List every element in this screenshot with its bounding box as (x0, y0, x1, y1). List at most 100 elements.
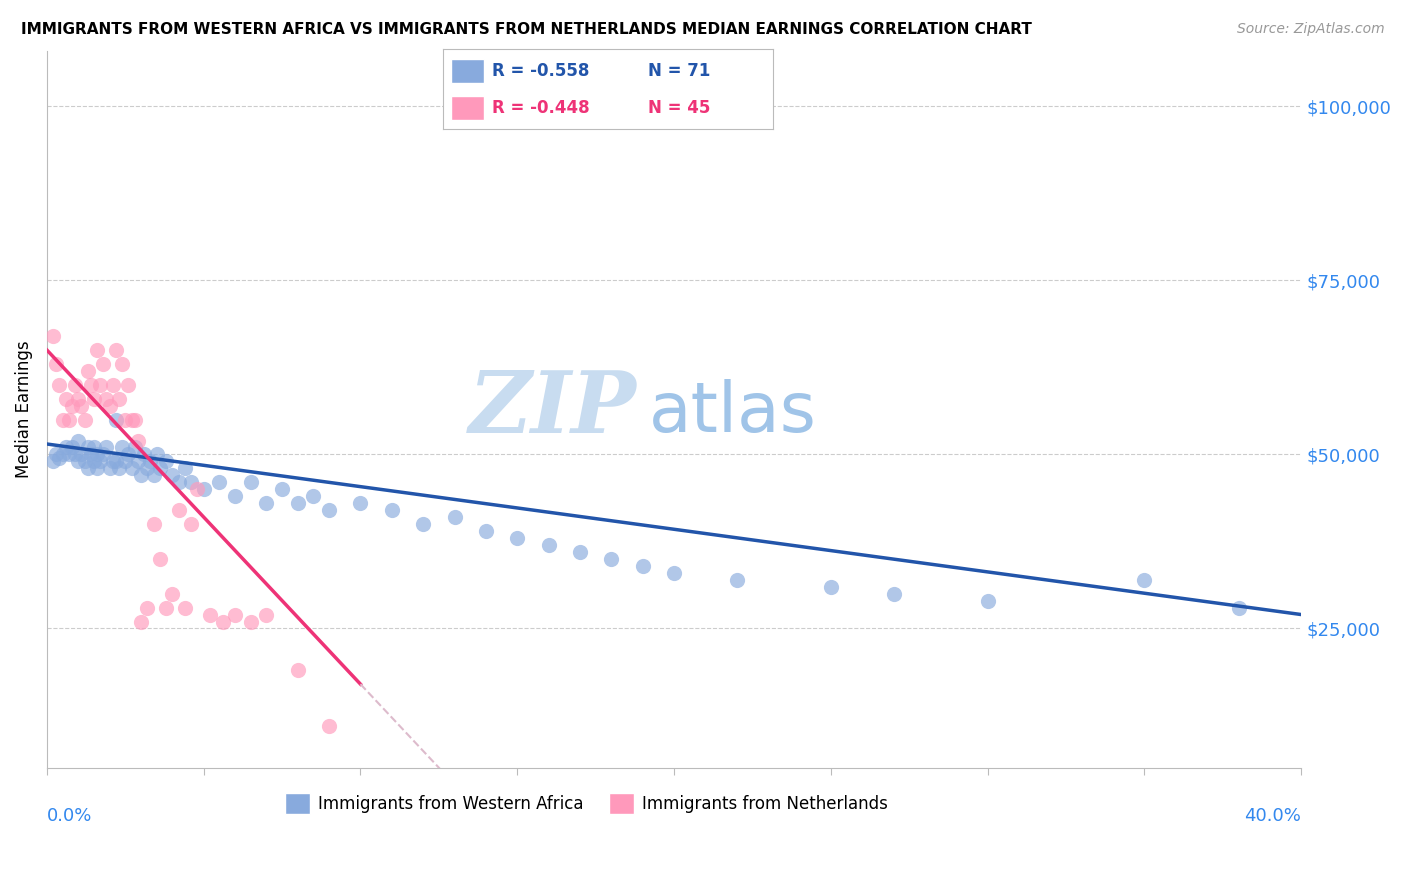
Point (127, 454, 149, 468)
Point (136, 600, 159, 615)
Text: atlas: atlas (650, 379, 817, 446)
Point (239, 475, 262, 490)
Text: 0.0%: 0.0% (46, 807, 93, 825)
Point (224, 607, 246, 622)
Y-axis label: Median Earnings: Median Earnings (15, 341, 32, 478)
Point (139, 454, 162, 468)
Point (96, 441, 118, 455)
Point (104, 343, 127, 357)
Point (725, 573, 748, 587)
Point (381, 503, 404, 517)
Text: N = 71: N = 71 (648, 62, 710, 79)
Point (108, 392, 131, 406)
Point (475, 524, 498, 538)
Point (239, 615, 262, 629)
Point (101, 377, 124, 392)
Point (136, 461, 159, 475)
Point (186, 482, 208, 496)
Point (254, 496, 277, 510)
Point (883, 587, 905, 601)
Point (349, 496, 371, 510)
Point (67, 454, 90, 468)
Point (976, 593, 998, 607)
Point (89, 377, 111, 392)
Text: Source: ZipAtlas.com: Source: ZipAtlas.com (1237, 22, 1385, 37)
Point (1133, 573, 1156, 587)
Point (271, 482, 294, 496)
Point (302, 489, 325, 503)
Point (111, 441, 134, 455)
Point (117, 377, 139, 392)
Point (98, 461, 121, 475)
Point (58, 412, 80, 426)
Point (412, 517, 434, 532)
Point (83, 454, 105, 468)
Text: 40.0%: 40.0% (1244, 807, 1302, 825)
Point (167, 475, 190, 490)
Bar (451, 59, 484, 83)
Point (129, 615, 152, 629)
Point (60, 441, 83, 455)
Point (80, 447, 103, 461)
Point (67, 434, 90, 448)
Point (111, 357, 134, 371)
Text: ZIP: ZIP (468, 368, 637, 451)
Point (67, 392, 90, 406)
Point (80, 377, 103, 392)
Point (506, 531, 529, 545)
Point (52, 447, 75, 461)
Point (42, 454, 65, 468)
Point (55, 392, 77, 406)
Point (76, 364, 98, 378)
Point (45, 357, 67, 371)
Point (45, 447, 67, 461)
Point (254, 607, 277, 622)
Point (167, 503, 190, 517)
Point (155, 454, 177, 468)
Point (52, 412, 75, 426)
Point (173, 461, 195, 475)
Point (42, 329, 65, 343)
Point (91, 357, 114, 371)
Point (89, 454, 111, 468)
Point (98, 399, 121, 413)
Point (70, 399, 93, 413)
Point (114, 412, 136, 426)
Point (104, 412, 127, 426)
Point (121, 412, 143, 426)
Point (117, 447, 139, 461)
Point (63, 447, 86, 461)
Text: R = -0.448: R = -0.448 (492, 99, 591, 117)
Point (155, 600, 177, 615)
Point (70, 447, 93, 461)
Point (569, 545, 592, 559)
Text: R = -0.558: R = -0.558 (492, 62, 591, 79)
Point (180, 517, 202, 532)
Point (631, 558, 654, 573)
Point (127, 434, 149, 448)
Point (173, 600, 195, 615)
Point (86, 343, 108, 357)
Point (83, 392, 105, 406)
Point (76, 441, 98, 455)
Point (193, 482, 215, 496)
Point (287, 663, 309, 677)
Point (662, 566, 685, 580)
Point (142, 517, 165, 532)
Point (60, 399, 83, 413)
Point (83, 441, 105, 455)
Point (124, 412, 146, 426)
Point (73, 412, 96, 426)
Point (121, 461, 143, 475)
Point (73, 454, 96, 468)
Point (180, 475, 202, 490)
Point (211, 615, 233, 629)
Point (318, 503, 340, 517)
Point (104, 454, 127, 468)
Text: N = 45: N = 45 (648, 99, 710, 117)
Point (142, 468, 165, 483)
Point (149, 461, 172, 475)
Point (48, 377, 70, 392)
Point (76, 461, 98, 475)
Bar (451, 95, 484, 120)
